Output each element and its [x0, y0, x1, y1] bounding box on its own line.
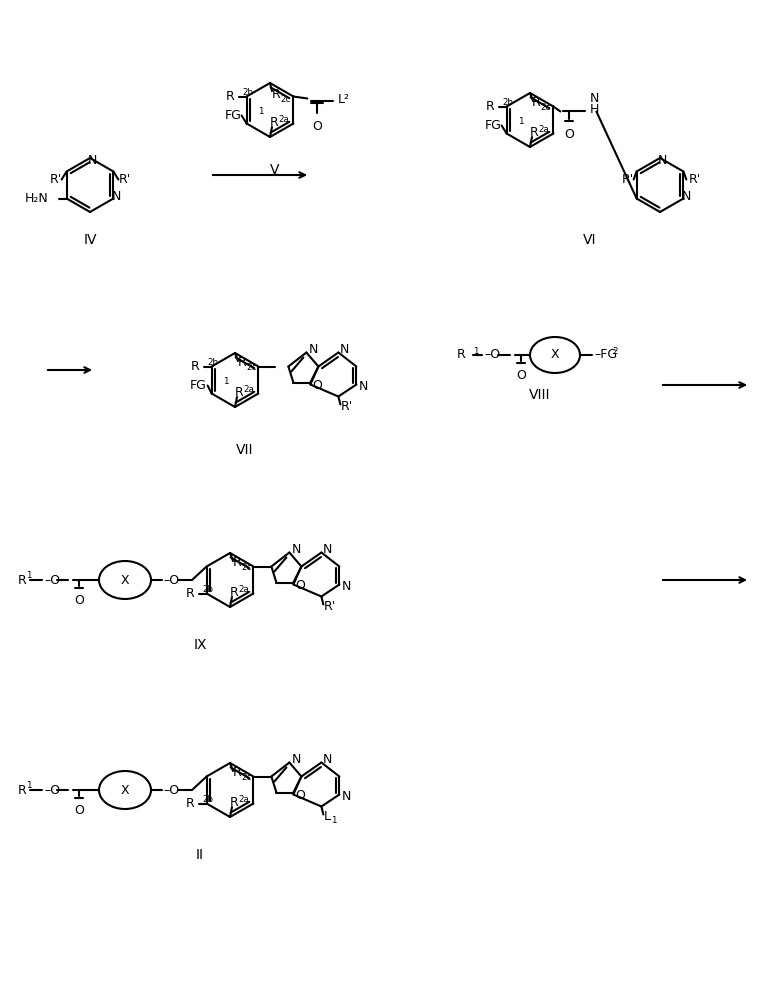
Text: L: L	[323, 810, 330, 823]
Text: 2b: 2b	[203, 795, 214, 804]
Text: FG: FG	[225, 109, 242, 122]
Text: R: R	[186, 587, 194, 600]
Text: L²: L²	[337, 93, 349, 106]
Text: 2b: 2b	[502, 98, 514, 107]
Text: 2a: 2a	[243, 384, 254, 393]
Text: R: R	[226, 90, 234, 103]
Text: R: R	[532, 97, 541, 109]
Text: 2: 2	[612, 347, 617, 356]
Text: 1: 1	[26, 782, 31, 790]
Text: VII: VII	[237, 443, 253, 457]
Text: –O: –O	[44, 784, 60, 796]
Text: R: R	[233, 556, 242, 570]
Text: R': R'	[621, 173, 634, 186]
Text: R: R	[18, 574, 27, 586]
Text: O: O	[296, 579, 305, 592]
Text: –FG: –FG	[594, 349, 617, 361]
Text: 2c: 2c	[241, 562, 251, 572]
Text: 2a: 2a	[238, 794, 249, 804]
Text: N: N	[88, 153, 97, 166]
Text: O: O	[564, 127, 574, 140]
Text: R: R	[238, 357, 247, 369]
Text: N: N	[291, 753, 301, 766]
Text: –O: –O	[44, 574, 60, 586]
Text: R': R'	[323, 600, 336, 613]
Text: X: X	[551, 349, 559, 361]
Text: N: N	[323, 543, 332, 556]
Text: N: N	[589, 92, 599, 104]
Text: 2a: 2a	[278, 114, 289, 123]
Text: X: X	[121, 574, 129, 586]
Text: 2a: 2a	[238, 584, 249, 593]
Text: N: N	[339, 343, 349, 356]
Text: IV: IV	[83, 233, 97, 247]
Text: 1: 1	[473, 347, 478, 356]
Text: O: O	[296, 789, 305, 802]
Text: R': R'	[340, 400, 353, 413]
Text: O: O	[313, 119, 323, 132]
Text: IX: IX	[194, 638, 207, 652]
Text: 2b: 2b	[203, 585, 214, 594]
Text: FG: FG	[485, 119, 502, 132]
Text: 1: 1	[331, 816, 337, 825]
Text: R: R	[186, 797, 194, 810]
Text: 1: 1	[223, 377, 228, 386]
Text: R': R'	[49, 173, 61, 186]
Text: 2a: 2a	[538, 124, 549, 133]
Text: N: N	[359, 380, 368, 393]
Text: R: R	[191, 360, 200, 373]
Text: R: R	[530, 126, 538, 139]
Text: V: V	[270, 163, 280, 177]
Text: N: N	[111, 190, 121, 203]
Text: N: N	[342, 580, 351, 593]
Text: 2c: 2c	[246, 362, 257, 371]
Text: O: O	[74, 804, 84, 817]
Text: O: O	[516, 369, 526, 382]
Text: R: R	[230, 586, 239, 599]
Text: R: R	[230, 796, 239, 810]
Text: 1: 1	[257, 107, 263, 116]
Text: X: X	[121, 784, 129, 796]
Text: 2b: 2b	[243, 88, 253, 97]
Text: R: R	[233, 766, 242, 780]
Text: –O–: –O–	[163, 574, 185, 586]
Text: R: R	[18, 784, 27, 796]
Text: N: N	[342, 790, 351, 803]
Text: H: H	[589, 103, 599, 116]
Text: N: N	[323, 753, 332, 766]
Text: R': R'	[688, 173, 700, 186]
Text: 1: 1	[26, 572, 31, 580]
Text: 2c: 2c	[241, 772, 251, 782]
Text: R: R	[456, 349, 465, 361]
Text: FG: FG	[190, 379, 207, 392]
Text: N: N	[657, 153, 667, 166]
Text: 1: 1	[518, 117, 523, 126]
Text: N: N	[682, 190, 691, 203]
Text: 2b: 2b	[207, 358, 219, 367]
Text: R': R'	[118, 173, 131, 186]
Text: N: N	[309, 343, 318, 356]
Text: O: O	[74, 594, 84, 607]
Text: VI: VI	[583, 233, 597, 247]
Text: –O–: –O–	[163, 784, 185, 796]
Text: N: N	[291, 543, 301, 556]
Text: II: II	[196, 848, 204, 862]
Text: R: R	[235, 386, 243, 399]
Text: R: R	[272, 89, 281, 102]
Text: R: R	[270, 116, 279, 129]
Text: VIII: VIII	[529, 388, 551, 402]
Text: –O: –O	[484, 349, 500, 361]
Text: H₂N: H₂N	[25, 192, 48, 205]
Text: 2c: 2c	[280, 95, 290, 104]
Text: R: R	[486, 100, 495, 113]
Text: 2c: 2c	[540, 103, 551, 111]
Text: O: O	[313, 379, 323, 392]
